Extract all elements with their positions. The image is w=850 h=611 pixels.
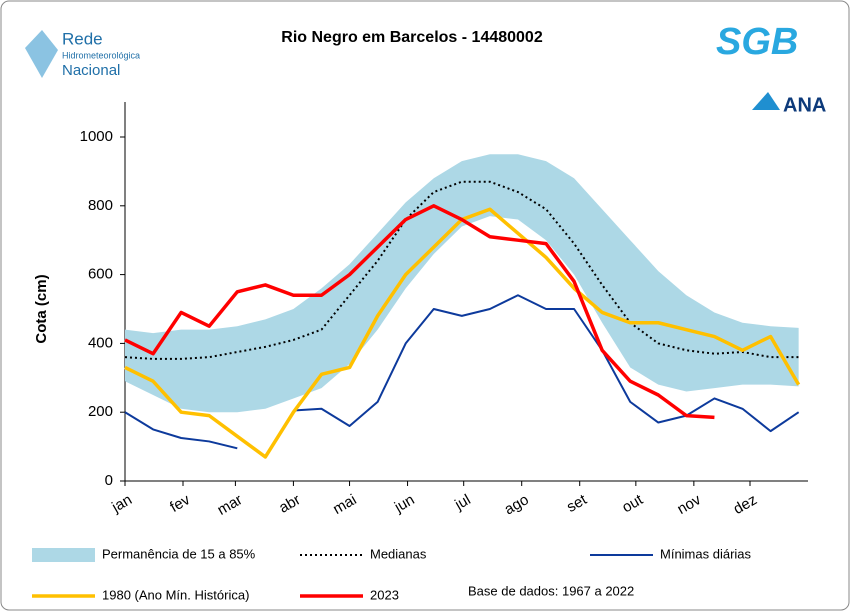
logo-text: ANA	[783, 94, 826, 116]
sgb-logo: SGB ANA	[716, 21, 826, 116]
logo-text: SGB	[716, 21, 798, 63]
y-tick-label: 400	[88, 334, 113, 351]
rede-logo: Rede Hidrometeorológica Nacional	[25, 29, 140, 79]
logo-text: Rede	[62, 29, 103, 48]
y-tick-label: 800	[88, 197, 113, 214]
legend-label: Mínimas diárias	[660, 546, 752, 561]
series-line	[124, 294, 800, 450]
logo-text: Hidrometeorológica	[62, 50, 140, 60]
legend-swatch	[32, 548, 95, 562]
annotation: Base de dados: 1967 a 2022	[468, 583, 634, 598]
y-axis-label: Cota (cm)	[33, 274, 50, 343]
series-line	[124, 204, 715, 420]
legend-label: Permanência de 15 a 85%	[102, 546, 256, 561]
band-area	[125, 154, 799, 413]
x-tick-label: jul	[451, 491, 473, 514]
legend-label: 1980 (Ano Mín. Histórica)	[102, 587, 249, 602]
y-tick-label: 200	[88, 403, 113, 420]
legend-label: Medianas	[370, 546, 427, 561]
chart-title: Rio Negro em Barcelos - 14480002	[281, 29, 543, 46]
y-tick-label: 1000	[80, 128, 113, 145]
logo-text: Nacional	[62, 62, 120, 79]
y-tick-label: 0	[105, 472, 113, 489]
y-tick-label: 600	[88, 266, 113, 283]
legend-label: 2023	[370, 587, 399, 602]
